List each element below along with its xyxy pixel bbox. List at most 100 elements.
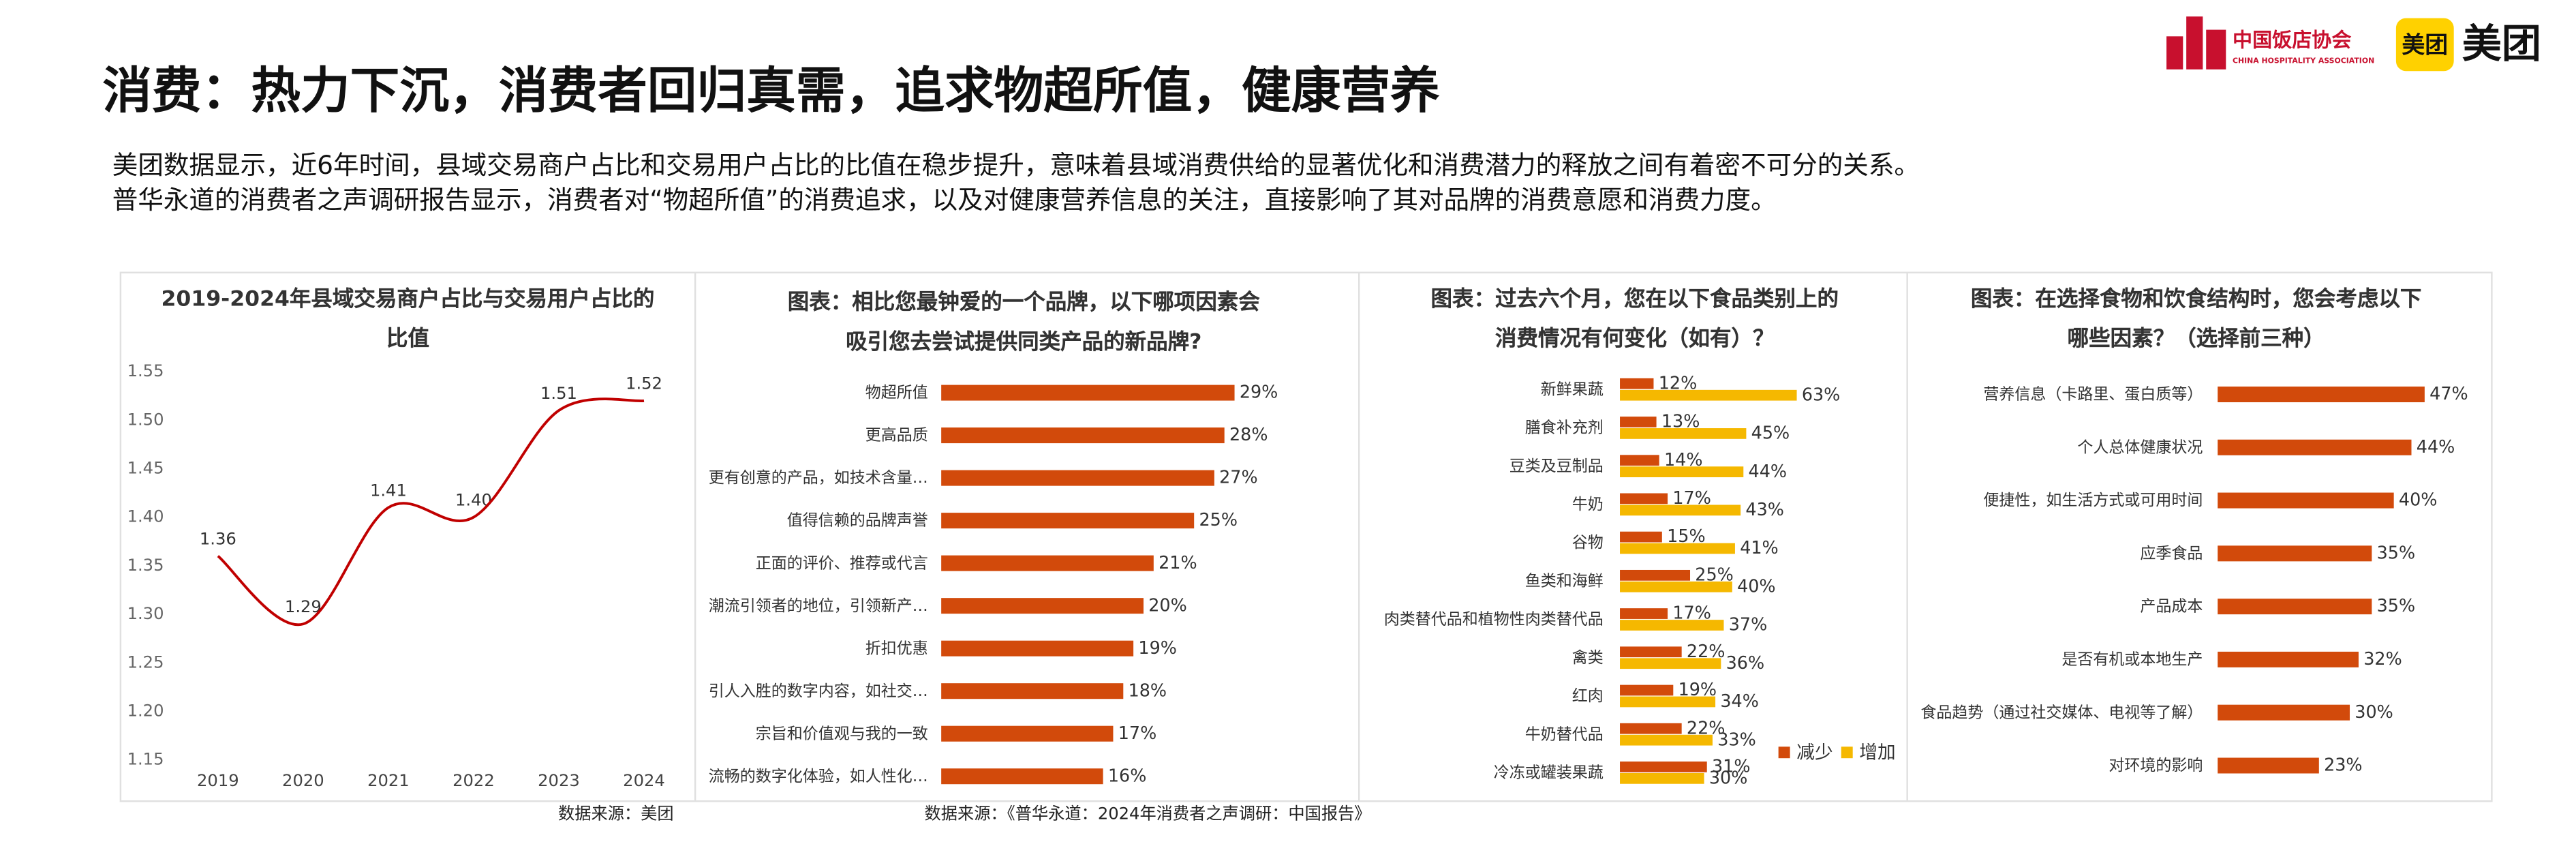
category-label: 物超所值 xyxy=(865,384,928,402)
bar xyxy=(941,768,1103,785)
bar xyxy=(1620,658,1721,669)
data-label: 40% xyxy=(1737,575,1776,596)
y-tick-label: 1.20 xyxy=(127,701,164,720)
bar xyxy=(2218,545,2372,562)
bar xyxy=(2218,599,2372,615)
chart-title: 2019-2024年县域交易商户占比与交易用户占比的比值 xyxy=(161,287,655,352)
category-label: 产品成本 xyxy=(2140,598,2203,616)
meituan-badge-text: 美团 xyxy=(2402,31,2448,58)
category-label: 是否有机或本地生产 xyxy=(2061,651,2203,669)
data-label: 23% xyxy=(2324,755,2363,775)
category-label: 值得信赖的品牌声誉 xyxy=(787,512,928,530)
data-label: 31% xyxy=(1712,756,1751,777)
category-label: 食品趋势（通过社交媒体、电视等了解） xyxy=(1920,704,2203,721)
meituan-badge xyxy=(2395,18,2454,72)
data-label: 20% xyxy=(1148,594,1187,615)
data-label: 17% xyxy=(1118,723,1157,743)
bar xyxy=(941,385,1235,401)
data-label: 14% xyxy=(1664,449,1703,470)
category-label: 豆类及豆制品 xyxy=(1509,457,1604,475)
y-tick-label: 1.45 xyxy=(127,459,164,478)
data-label: 36% xyxy=(1726,652,1765,673)
logo-text: CHINA HOSPITALITY ASSOCIATION xyxy=(2233,57,2374,65)
bar xyxy=(1620,428,1747,439)
x-tick-label: 2024 xyxy=(623,771,665,790)
data-label: 1.29 xyxy=(285,597,322,616)
data-label: 13% xyxy=(1661,411,1700,432)
data-label: 63% xyxy=(1802,384,1841,404)
bar xyxy=(1620,620,1724,631)
bar xyxy=(2218,757,2319,774)
data-label: 41% xyxy=(1740,537,1779,558)
subtitle-line: 美团数据显示，近6年时间，县域交易商户占比和交易用户占比的比值在稳步提升，意味着… xyxy=(112,150,1920,180)
category-label: 潮流引领者的地位，引领新产… xyxy=(709,597,928,615)
data-label: 35% xyxy=(2377,595,2416,616)
data-label: 44% xyxy=(1749,461,1788,481)
data-label: 1.36 xyxy=(200,529,236,548)
bar xyxy=(1620,684,1674,696)
category-label: 冷冻或罐装果蔬 xyxy=(1494,764,1604,782)
bar xyxy=(1620,723,1682,734)
bar xyxy=(1620,493,1668,504)
bar xyxy=(1620,646,1682,658)
data-label: 45% xyxy=(1751,423,1790,443)
bar xyxy=(941,683,1124,699)
category-label: 个人总体健康状况 xyxy=(2077,438,2203,456)
cha-logo: 中国饭店协会 CHINA HOSPITALITY ASSOCIATION xyxy=(2166,16,2374,70)
legend-label: 增加 xyxy=(1859,742,1895,763)
data-label: 21% xyxy=(1159,552,1197,573)
bar xyxy=(2218,492,2394,509)
bar xyxy=(941,640,1134,657)
x-tick-label: 2022 xyxy=(453,771,495,790)
chart-title-box: 图表：在选择食物和饮食结构时，您会考虑以下哪些因素？（选择前三种） xyxy=(1971,288,2422,352)
subtitle-line: 普华永道的消费者之声调研报告显示，消费者对“物超所值”的消费追求，以及对健康营养… xyxy=(112,185,1777,215)
bar xyxy=(941,513,1195,529)
y-tick-label: 1.30 xyxy=(127,604,164,623)
bar xyxy=(941,470,1214,486)
bar xyxy=(2218,439,2412,455)
category-label: 应季食品 xyxy=(2140,545,2203,562)
bar xyxy=(1620,389,1797,401)
y-tick-label: 1.40 xyxy=(127,507,164,526)
x-tick-label: 2019 xyxy=(197,771,239,790)
data-label: 1.52 xyxy=(626,374,662,393)
data-label: 27% xyxy=(1219,467,1258,487)
bar xyxy=(2218,704,2350,721)
bar xyxy=(1620,455,1659,466)
y-tick-label: 1.50 xyxy=(127,410,164,429)
chart-title-box: 图表：相比您最钟爱的一个品牌，以下哪项因素会吸引您去尝试提供同类产品的新品牌? xyxy=(788,290,1260,355)
category-label: 折扣优惠 xyxy=(865,639,928,657)
data-label: 32% xyxy=(2363,648,2402,669)
data-label: 16% xyxy=(1108,765,1147,785)
category-label: 肉类替代品和植物性肉类替代品 xyxy=(1384,611,1604,629)
bar xyxy=(1620,569,1691,581)
legend-swatch xyxy=(1778,747,1790,759)
bar xyxy=(1620,762,1707,772)
category-label: 牛奶 xyxy=(1572,496,1604,513)
category-label: 更有创意的产品，如技术含量… xyxy=(709,469,928,487)
bar xyxy=(941,598,1144,614)
data-label: 37% xyxy=(1729,614,1768,635)
data-label: 12% xyxy=(1659,372,1698,393)
bar xyxy=(941,725,1114,742)
data-label: 30% xyxy=(1709,767,1748,787)
logo-shape xyxy=(2186,16,2203,70)
category-label: 鱼类和海鲜 xyxy=(1525,572,1604,590)
chart-title: 图表：过去六个月，您在以下食品类别上的消费情况有何变化（如有）？ xyxy=(1430,287,1839,352)
data-label: 18% xyxy=(1129,680,1167,700)
data-label: 43% xyxy=(1745,499,1784,519)
y-tick-label: 1.25 xyxy=(127,652,164,672)
data-label: 33% xyxy=(1717,729,1756,749)
category-label: 牛奶替代品 xyxy=(1525,725,1604,743)
source-note: 数据来源：《普华永道：2024年消费者之声调研：中国报告》 xyxy=(925,804,1371,824)
data-label: 22% xyxy=(1687,641,1726,661)
category-label: 更高品质 xyxy=(865,427,928,444)
category-label: 红肉 xyxy=(1572,687,1604,705)
data-label: 29% xyxy=(1240,382,1278,402)
data-label: 47% xyxy=(2429,383,2468,404)
data-label: 17% xyxy=(1672,487,1711,508)
logo-text: 中国饭店协会 xyxy=(2233,29,2351,52)
data-label: 44% xyxy=(2417,436,2455,457)
